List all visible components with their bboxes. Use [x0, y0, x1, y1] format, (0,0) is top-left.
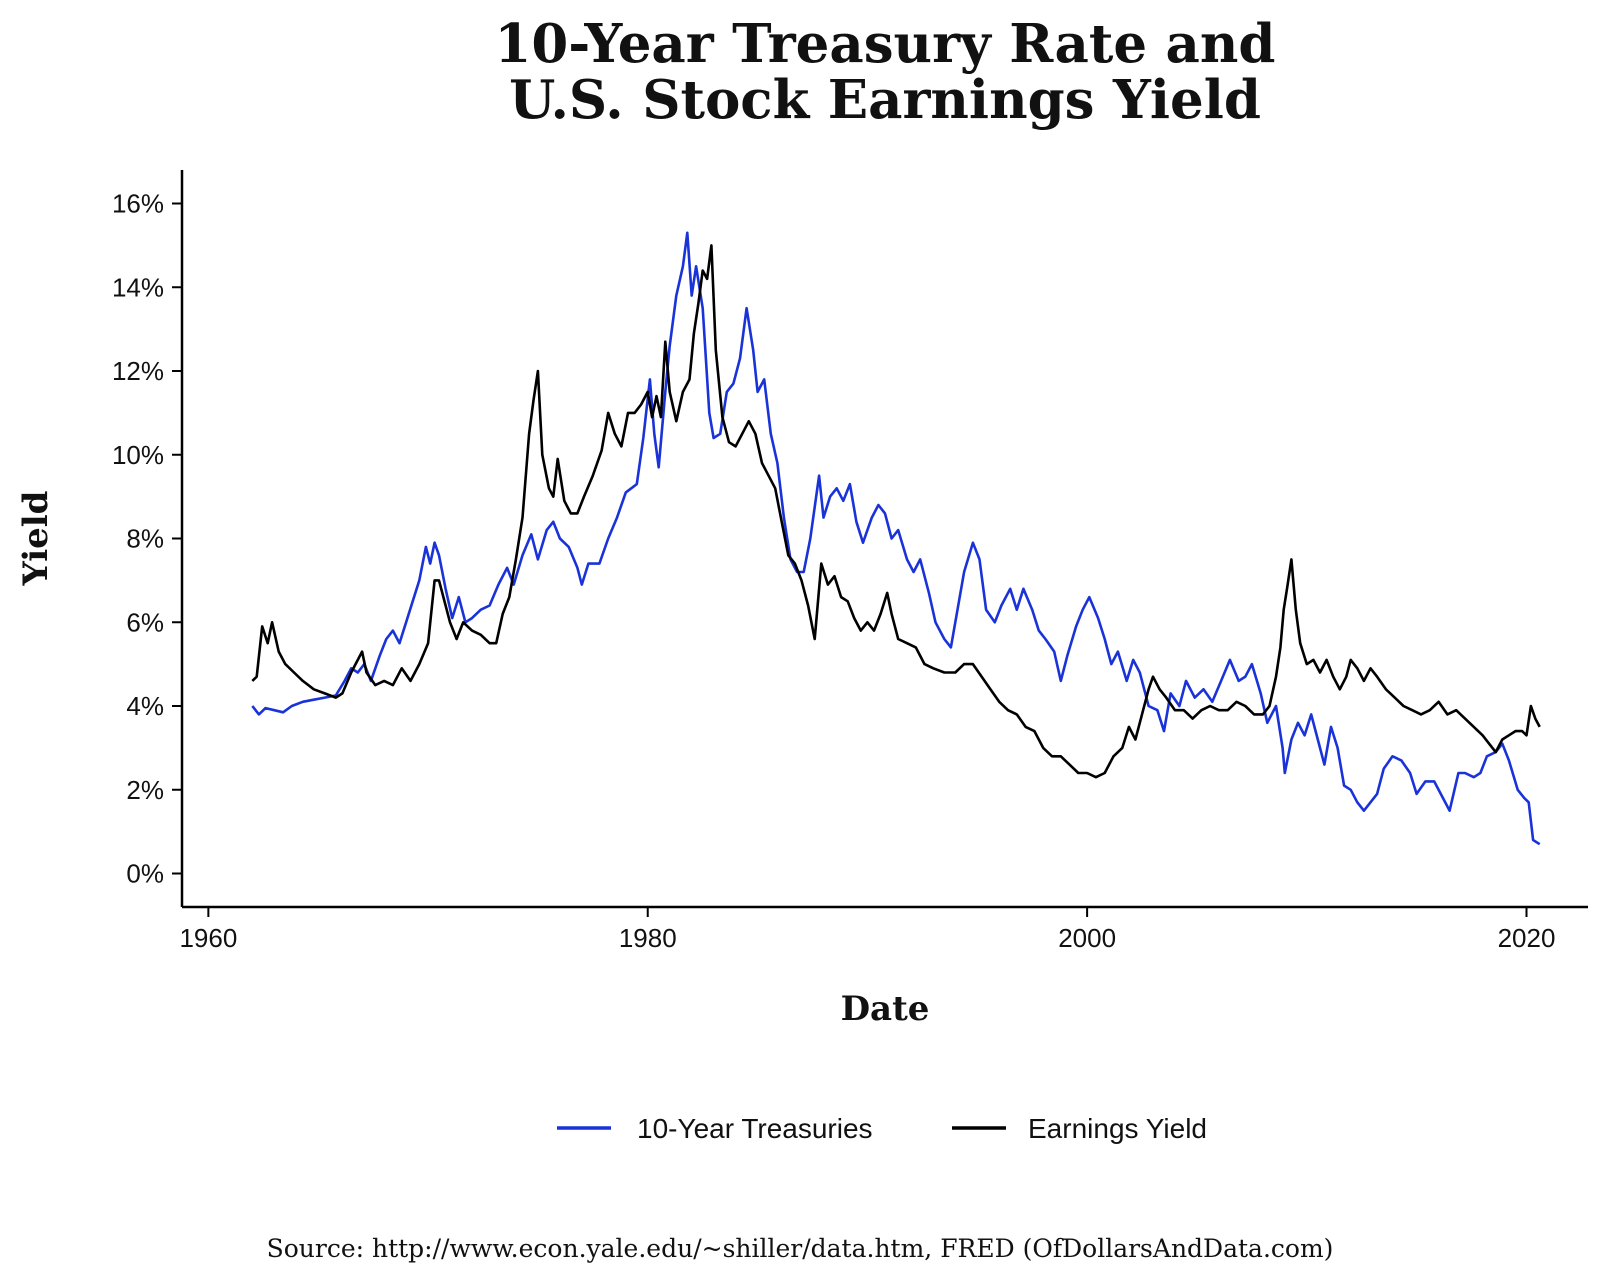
- y-tick-label: 12%: [112, 356, 164, 386]
- x-tick-label: 1960: [179, 923, 237, 953]
- y-tick-label: 6%: [126, 607, 164, 637]
- y-tick-label: 4%: [126, 691, 164, 721]
- legend: 10-Year Treasuries Earnings Yield: [557, 1113, 1207, 1144]
- y-tick-label: 10%: [112, 440, 164, 470]
- chart-title-line-1: 10-Year Treasury Rate and: [495, 13, 1276, 75]
- y-tick-label: 8%: [126, 524, 164, 554]
- y-axis-title: Yield: [16, 491, 56, 587]
- x-tick-label: 1980: [619, 923, 677, 953]
- y-tick-label: 2%: [126, 775, 164, 805]
- series-line-treasuries: [251, 231, 1541, 846]
- plot-area: [251, 231, 1541, 846]
- y-tick-label: 14%: [112, 272, 164, 302]
- y-tick-label: 16%: [112, 189, 164, 219]
- x-axis-ticks: 1960 1980 2000 2020: [179, 907, 1555, 953]
- x-tick-label: 2020: [1498, 923, 1556, 953]
- source-note: Source: http://www.econ.yale.edu/~shille…: [267, 1234, 1334, 1263]
- legend-label-treasuries: 10-Year Treasuries: [637, 1113, 873, 1144]
- x-tick-label: 2000: [1058, 923, 1116, 953]
- x-axis-title: Date: [841, 989, 930, 1029]
- series-line-earnings-yield: [251, 244, 1541, 779]
- chart-title-line-2: U.S. Stock Earnings Yield: [509, 69, 1261, 131]
- y-axis-ticks: 0% 2% 4% 6% 8% 10% 12% 14% 16%: [112, 189, 182, 889]
- legend-label-earnings-yield: Earnings Yield: [1028, 1113, 1207, 1144]
- y-tick-label: 0%: [126, 859, 164, 889]
